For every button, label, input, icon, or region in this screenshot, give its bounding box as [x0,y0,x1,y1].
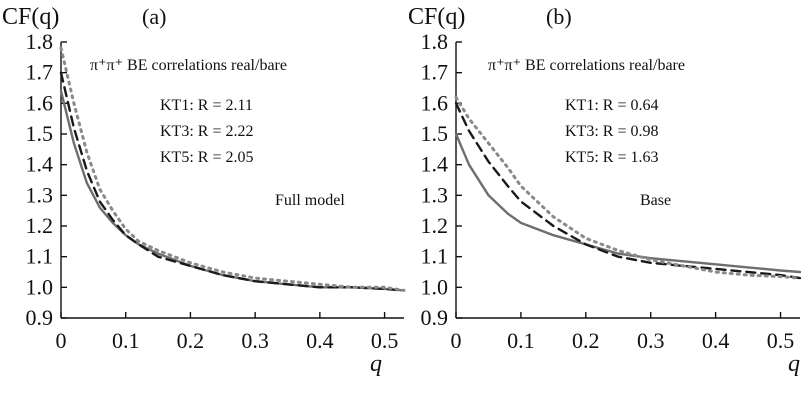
annotation-kt5: KT5: R = 2.05 [160,149,253,166]
y-tick-label: 1.6 [26,90,54,115]
y-axis-label: CF(q) [408,4,465,30]
annotation-title: π⁺π⁺ BE correlations real/bare [488,57,685,74]
series-line-dashed [454,102,802,280]
y-ticks: 0.9 1.0 1.1 1.2 1.3 1.4 1.5 1.6 1.7 1.8 [421,29,462,330]
series-line-solid [454,132,802,274]
x-tick-label: 0 [56,328,67,353]
y-tick-label: 1.4 [26,152,54,177]
y-tick-label: 1.6 [421,90,449,115]
x-tick-label: 0.1 [507,328,535,353]
x-tick-label: 0.5 [371,328,399,353]
y-tick-label: 1.4 [421,152,449,177]
y-tick-label: 1.7 [421,60,449,85]
x-tick-label: 0.4 [702,328,730,353]
annotation-kt1: KT1: R = 2.11 [160,97,253,114]
y-tick-label: 1.1 [421,244,449,269]
x-tick-label: 0.2 [572,328,600,353]
y-tick-label: 1.8 [421,29,449,54]
series-line-solid [59,89,406,292]
x-ticks: 0 0.1 0.2 0.3 0.4 0.5 [56,312,399,353]
y-tick-label: 1.2 [421,213,449,238]
x-tick-label: 0.5 [767,328,795,353]
x-tick-label: 0 [451,328,462,353]
y-tick-label: 1.1 [26,244,54,269]
annotation-kt3: KT3: R = 2.22 [160,123,253,140]
annotation-kt5: KT5: R = 1.63 [565,149,658,166]
series-line-dotted [454,95,802,280]
x-tick-label: 0.3 [241,328,269,353]
y-tick-label: 1.0 [421,274,449,299]
y-tick-label: 0.9 [421,305,449,330]
panel-b: CF(q) (b) 0.9 1.0 1.1 1.2 1.3 1.4 1.5 1.6 1.7 1.8… [408,4,802,377]
series-line-dotted [59,46,406,292]
y-tick-label: 1.8 [26,29,54,54]
series-group [59,46,406,292]
x-tick-label: 0.3 [637,328,665,353]
y-tick-label: 1.5 [421,121,449,146]
x-ticks: 0 0.1 0.2 0.3 0.4 0.5 [451,312,795,353]
panel-label: (a) [142,4,166,29]
panel-label: (b) [546,4,572,29]
y-ticks: 0.9 1.0 1.1 1.2 1.3 1.4 1.5 1.6 1.7 1.8 [26,29,67,330]
y-tick-label: 1.5 [26,121,54,146]
annotation-kt3: KT3: R = 0.98 [565,123,658,140]
model-label: Base [640,192,671,209]
y-tick-label: 1.2 [26,213,54,238]
x-tick-label: 0.2 [177,328,205,353]
y-tick-label: 1.0 [26,274,54,299]
x-axis-label: q [370,351,382,377]
series-group [454,95,802,280]
x-tick-label: 0.4 [306,328,334,353]
panel-a: CF(q) (a) 0.9 1.0 1.1 1.2 1.3 1.4 1.5 1.6 1.7 1.8… [2,4,406,377]
annotation-title: π⁺π⁺ BE correlations real/bare [90,57,287,74]
y-tick-label: 0.9 [26,305,54,330]
y-tick-label: 1.3 [421,182,449,207]
model-label: Full model [275,192,345,209]
annotation-kt1: KT1: R = 0.64 [565,97,658,114]
x-tick-label: 0.1 [112,328,140,353]
y-tick-label: 1.7 [26,60,54,85]
y-tick-label: 1.3 [26,182,54,207]
y-axis-label: CF(q) [2,4,59,30]
series-line-dashed [59,71,406,292]
x-axis-label: q [788,351,800,377]
